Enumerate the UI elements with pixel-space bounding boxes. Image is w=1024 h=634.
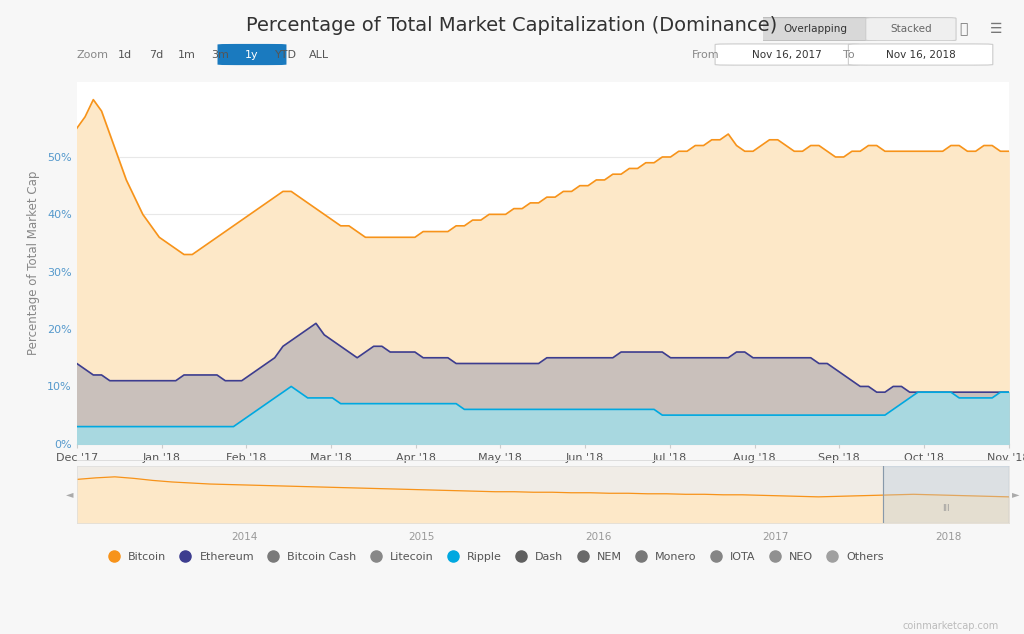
Text: From: From	[692, 49, 720, 60]
Text: III: III	[942, 504, 950, 514]
Text: To: To	[843, 49, 854, 60]
FancyBboxPatch shape	[756, 18, 876, 41]
Text: 2018: 2018	[935, 532, 962, 542]
Text: ⤢: ⤢	[959, 22, 968, 36]
Text: ◄: ◄	[66, 489, 73, 500]
Text: 3m: 3m	[211, 49, 229, 60]
Text: Nov 16, 2017: Nov 16, 2017	[753, 49, 822, 60]
Text: Stacked: Stacked	[890, 24, 932, 34]
Text: 2017: 2017	[763, 532, 788, 542]
Text: ☰: ☰	[990, 22, 1002, 36]
Text: Nov 16, 2018: Nov 16, 2018	[886, 49, 955, 60]
FancyBboxPatch shape	[865, 18, 956, 41]
Text: 1d: 1d	[118, 49, 132, 60]
Y-axis label: Percentage of Total Market Cap: Percentage of Total Market Cap	[28, 171, 40, 355]
Text: YTD: YTD	[274, 49, 297, 60]
Text: Overlapping: Overlapping	[783, 24, 848, 34]
Legend: Bitcoin, Ethereum, Bitcoin Cash, Litecoin, Ripple, Dash, NEM, Monero, IOTA, NEO,: Bitcoin, Ethereum, Bitcoin Cash, Litecoi…	[98, 548, 889, 567]
Text: 2015: 2015	[409, 532, 435, 542]
Text: 7d: 7d	[148, 49, 163, 60]
FancyBboxPatch shape	[715, 44, 859, 65]
Text: Percentage of Total Market Capitalization (Dominance): Percentage of Total Market Capitalizatio…	[247, 16, 777, 35]
Text: 1m: 1m	[178, 49, 196, 60]
Text: 1y: 1y	[245, 49, 259, 60]
Text: 2016: 2016	[586, 532, 611, 542]
Text: coinmarketcap.com: coinmarketcap.com	[902, 621, 998, 631]
FancyBboxPatch shape	[217, 44, 287, 65]
Bar	[883, 466, 1009, 523]
Text: Zoom: Zoom	[77, 49, 109, 60]
Text: ALL: ALL	[309, 49, 329, 60]
FancyBboxPatch shape	[848, 44, 993, 65]
Text: ►: ►	[1013, 489, 1020, 500]
Text: 2014: 2014	[231, 532, 258, 542]
